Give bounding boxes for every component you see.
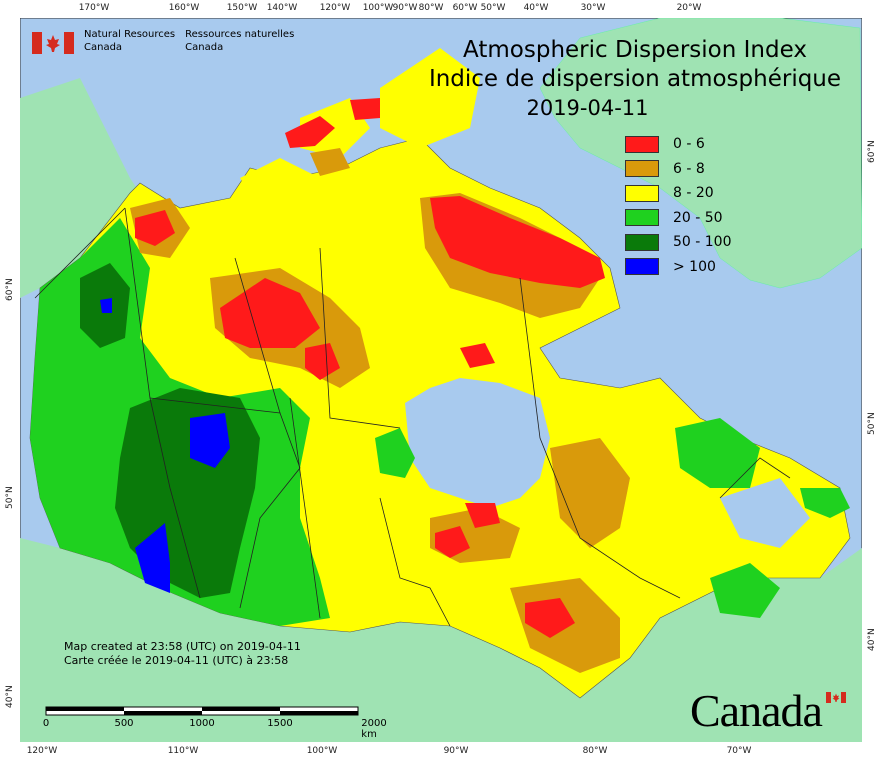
top-lon-label: 150°W	[226, 3, 258, 13]
legend-item: 50 - 100	[625, 230, 732, 255]
index-zone-20-50	[675, 418, 760, 488]
scale-label: 1500	[267, 718, 293, 729]
top-lon-label: 40°W	[523, 3, 549, 13]
index-zone-20-50	[710, 563, 780, 618]
index-zone-0-6	[435, 526, 470, 558]
legend-item: 6 - 8	[625, 157, 732, 182]
agency-fr-line2: Canada	[185, 42, 224, 53]
top-lon-label: 120°W	[319, 3, 351, 13]
scale-label: 0	[42, 718, 50, 729]
province-borders	[34, 207, 791, 627]
agency-name-fr: Ressources naturelles Canada	[185, 28, 294, 54]
left-lat-label: 60°N	[5, 278, 15, 301]
top-lon-label: 90°W	[392, 3, 418, 13]
left-lat-label: 50°N	[5, 486, 15, 509]
canada-wordmark: Canada	[690, 685, 823, 736]
legend-label: 20 - 50	[673, 209, 723, 226]
agency-en-line2: Canada	[84, 42, 123, 53]
index-zone-0-6	[135, 210, 175, 246]
legend-label: 0 - 6	[673, 136, 705, 153]
legend-swatch	[625, 160, 659, 178]
hudson-bay	[405, 378, 550, 508]
legend-item: 20 - 50	[625, 206, 732, 231]
arctic-island	[310, 148, 350, 176]
legend-item: 0 - 6	[625, 132, 732, 157]
scale-label: 1000	[189, 718, 215, 729]
legend-label: 6 - 8	[673, 160, 705, 177]
legend-label: 50 - 100	[673, 234, 732, 251]
title-english: Atmospheric Dispersion Index	[463, 37, 807, 63]
right-lat-label: 50°N	[867, 412, 877, 435]
index-zone-0-6	[525, 598, 575, 638]
agency-signature: Natural Resources Canada Ressources natu…	[32, 28, 294, 54]
index-zone-0-6	[465, 503, 500, 528]
scale-bar: 0 500 1000 1500 2000 km	[42, 704, 387, 740]
title-french: Indice de dispersion atmosphérique	[428, 66, 842, 92]
arctic-island	[380, 48, 480, 148]
scale-label: 2000 km	[361, 718, 387, 740]
credit-line-fr: Carte créée le 2019-04-11 (UTC) à 23:58	[64, 654, 289, 667]
left-lat-label: 40°N	[5, 685, 15, 708]
legend-swatch	[625, 209, 659, 227]
right-lat-label: 40°N	[867, 628, 877, 651]
bottom-lon-label: 90°W	[443, 746, 469, 756]
index-zone-6-8	[550, 438, 630, 548]
top-lon-label: 30°W	[580, 3, 606, 13]
index-zone-0-6	[220, 278, 320, 348]
arctic-island	[240, 158, 320, 208]
index-zone-over-100	[100, 298, 112, 313]
wordmark-flag-icon	[826, 692, 846, 703]
agency-name-en: Natural Resources Canada	[84, 28, 175, 54]
top-lon-label: 160°W	[168, 3, 200, 13]
right-lat-label: 60°N	[867, 140, 877, 163]
greenland-landmass	[539, 18, 862, 289]
legend-label: > 100	[673, 258, 716, 275]
scale-bar-graphic	[45, 706, 359, 716]
map-title: Atmospheric Dispersion Index Indice de d…	[410, 36, 860, 122]
index-zone-over-100	[135, 523, 170, 593]
legend-item: > 100	[625, 255, 732, 280]
map-date: 2019-04-11	[526, 96, 649, 120]
top-lon-label: 140°W	[266, 3, 298, 13]
credit-line-en: Map created at 23:58 (UTC) on 2019-04-11	[64, 640, 301, 653]
usa-landmass	[20, 538, 862, 742]
legend-swatch	[625, 258, 659, 276]
bottom-lon-label: 70°W	[726, 746, 752, 756]
index-zone-0-6	[460, 343, 495, 368]
gulf-st-lawrence	[720, 478, 810, 548]
index-zone-20-50	[375, 428, 415, 478]
arctic-island	[350, 98, 380, 120]
legend-label: 8 - 20	[673, 185, 714, 202]
index-zone-0-6	[430, 196, 605, 288]
index-zone-0-6	[305, 343, 340, 380]
index-zone-20-50	[800, 488, 850, 518]
map-credits: Map created at 23:58 (UTC) on 2019-04-11…	[64, 640, 301, 668]
top-lon-label: 60°W	[452, 3, 478, 13]
bottom-lon-label: 80°W	[582, 746, 608, 756]
alaska-landmass	[20, 78, 140, 298]
top-lon-label: 170°W	[78, 3, 110, 13]
bottom-lon-label: 110°W	[167, 746, 199, 756]
top-lon-label: 100°W	[362, 3, 394, 13]
canada-flag-icon	[32, 32, 74, 54]
top-lon-label: 50°W	[480, 3, 506, 13]
agency-fr-line1: Ressources naturelles	[185, 29, 295, 40]
dispersion-map	[20, 18, 862, 742]
scale-label: 500	[114, 718, 134, 729]
arctic-island	[285, 116, 335, 148]
top-lon-label: 80°W	[418, 3, 444, 13]
agency-en-line1: Natural Resources	[84, 29, 176, 40]
bottom-lon-label: 100°W	[306, 746, 338, 756]
top-lon-label: 20°W	[676, 3, 702, 13]
legend-swatch	[625, 233, 659, 251]
index-zone-over-100	[190, 413, 230, 468]
bottom-lon-label: 120°W	[26, 746, 58, 756]
legend: 0 - 6 6 - 8 8 - 20 20 - 50 50 - 100 > 10…	[625, 132, 732, 279]
legend-swatch	[625, 184, 659, 202]
legend-item: 8 - 20	[625, 181, 732, 206]
legend-swatch	[625, 135, 659, 153]
